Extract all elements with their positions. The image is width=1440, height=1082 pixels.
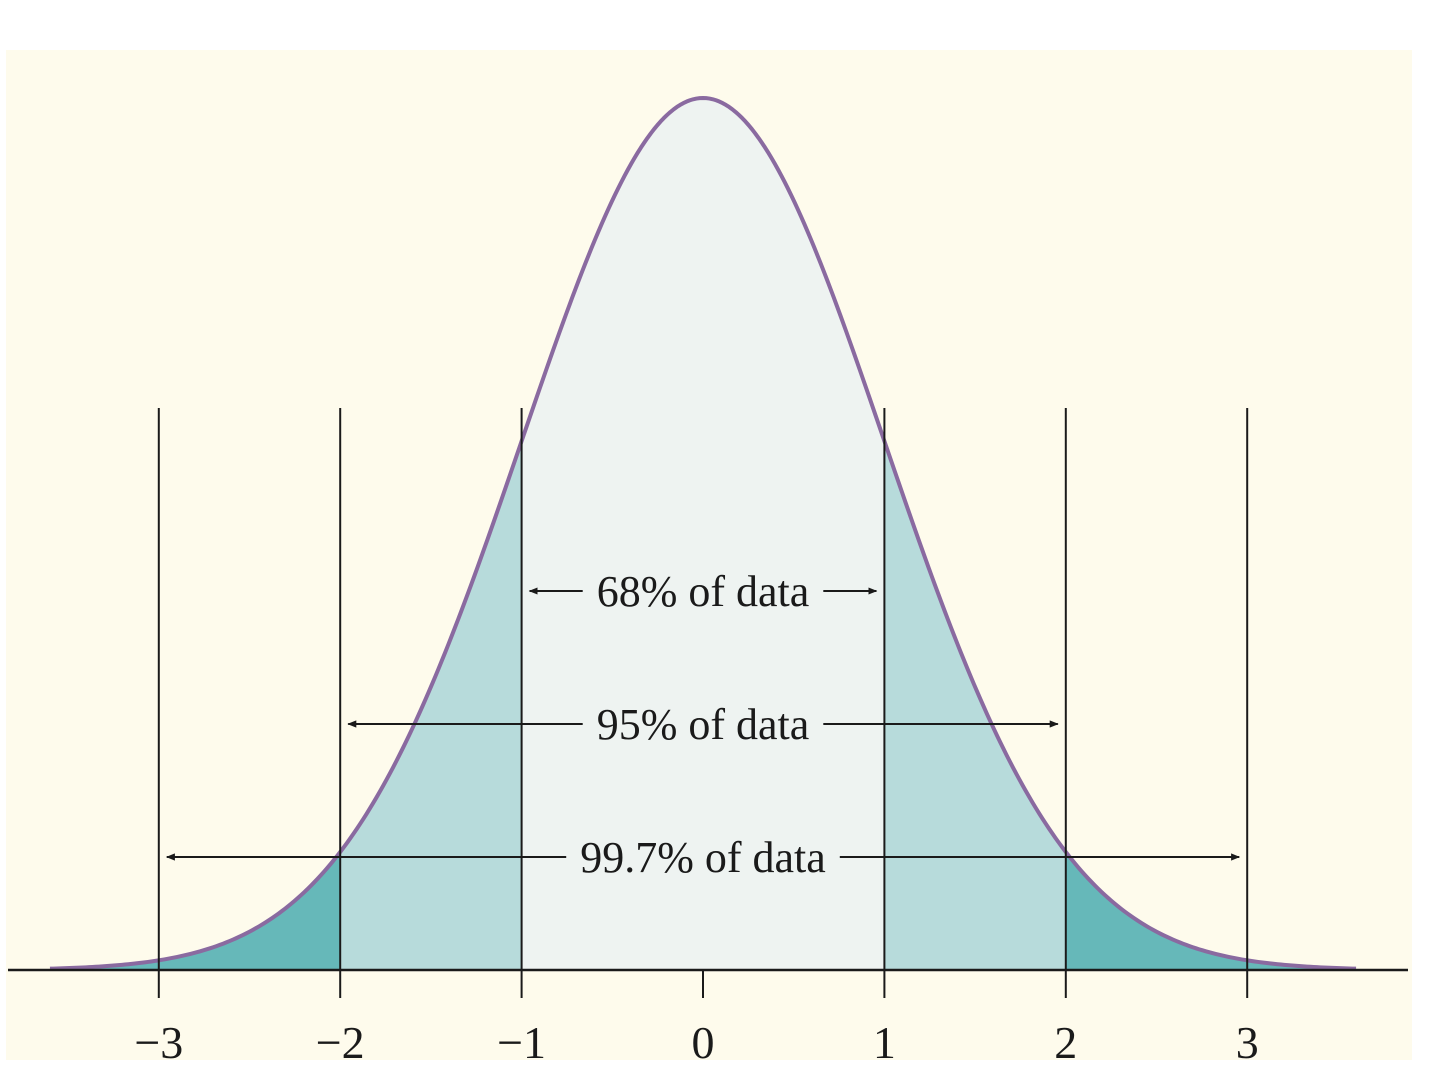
annotation-group: 95% of data [347,700,1059,749]
curve-line [49,96,1357,971]
band-4 [1065,851,1357,970]
sd-marker-lines [157,408,1249,970]
x-tick-label: −2 [316,1017,365,1068]
band-3 [49,851,341,970]
x-tick-label: 0 [692,1017,715,1068]
annotation-group: 68% of data [528,567,878,616]
x-axis: −3 −2 −1 0 1 2 3 [8,968,1408,1068]
annotation-group: 99.7% of data [165,833,1241,882]
x-tick-label: 1 [873,1017,896,1068]
coverage-annotations: 68% of data 95% of data 99.7% of data [165,567,1241,882]
annotation-label: 95% of data [597,700,810,749]
annotation-label: 99.7% of data [580,833,826,882]
x-tick-label: −1 [497,1017,546,1068]
x-tick-label: 2 [1054,1017,1077,1068]
x-tick-label: 3 [1236,1017,1259,1068]
bell-curve [49,96,1357,971]
band-0 [521,98,885,970]
annotation-label: 68% of data [597,567,810,616]
x-tick-label: −3 [134,1017,183,1068]
